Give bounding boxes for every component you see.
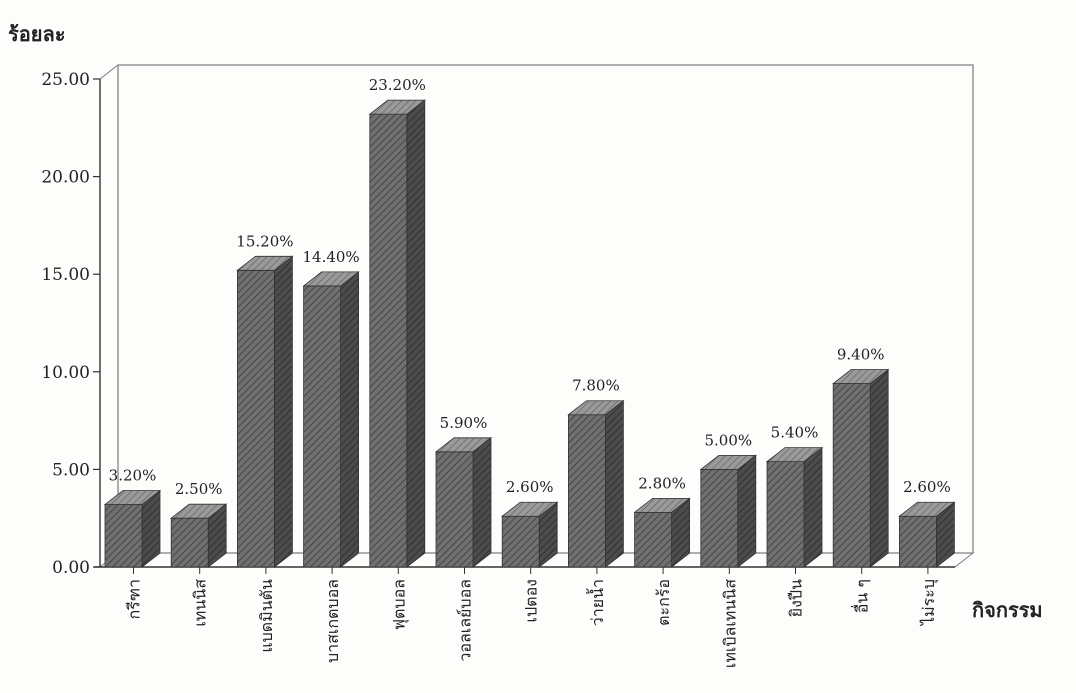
bars	[103, 99, 956, 568]
data-label: 7.80%	[572, 377, 620, 395]
bar-3	[236, 255, 294, 568]
x-axis-title: กิจกรรม	[972, 598, 1043, 622]
bar-7	[501, 501, 559, 568]
bar-front-face	[369, 113, 408, 568]
bar-front-face	[104, 504, 143, 568]
x-tick-label: แบดมินตัน	[257, 579, 276, 653]
bar-top-face	[434, 437, 493, 453]
y-tick-label: 0.00	[52, 558, 90, 578]
bar-10	[699, 454, 757, 568]
data-label: 2.80%	[638, 474, 686, 492]
bar-5	[368, 99, 426, 568]
bar-front-face	[501, 515, 540, 568]
data-label: 14.40%	[302, 248, 359, 266]
data-label: 9.40%	[837, 346, 885, 364]
bar-side-face	[737, 454, 757, 568]
data-label: 23.20%	[369, 76, 426, 94]
y-axis-title: ร้อยละ	[8, 22, 66, 46]
bar-top-face	[368, 99, 426, 115]
y-tick-label: 5.00	[52, 460, 90, 480]
bar-top-face	[236, 255, 294, 271]
x-tick-label: บาสเกตบอล	[323, 579, 342, 663]
bar-side-face	[274, 255, 293, 568]
bar-top-face	[699, 455, 757, 470]
data-label: 2.60%	[903, 478, 951, 496]
bar-top-face	[898, 501, 956, 517]
data-label: 2.60%	[506, 478, 554, 496]
bar-top-face	[765, 447, 824, 462]
x-tick-label: วอลเลย์บอล	[456, 579, 475, 662]
data-label: 2.50%	[175, 480, 223, 498]
y-tick-label: 10.00	[41, 363, 90, 383]
bar-4	[302, 271, 360, 568]
data-labels: 3.20% 2.50% 15.20% 14.40% 23.20% 5.90% 2.60% 7.…	[109, 76, 951, 498]
bar-front-face	[766, 461, 805, 568]
bar-9	[633, 497, 691, 568]
data-label: 5.00%	[704, 431, 752, 449]
x-tick-label: ฟุตบอล	[389, 579, 409, 630]
x-tick-label: ไม่ระบุ	[919, 579, 939, 627]
bar-front-face	[435, 451, 474, 568]
bar-1	[103, 489, 162, 568]
bar-6	[434, 437, 493, 568]
bar-11	[765, 446, 824, 568]
bar-front-face	[899, 515, 937, 568]
bar-side-face	[803, 446, 823, 568]
bar-top-face	[567, 400, 625, 416]
bar-top-face	[302, 271, 360, 287]
bar-front-face	[568, 414, 606, 568]
bar-side-face	[340, 271, 359, 568]
bar-front-face	[700, 468, 739, 568]
bar-12	[832, 368, 890, 568]
x-tick-label: อื่น ๆ	[851, 579, 872, 613]
y-tick-label: 25.00	[41, 70, 90, 90]
x-tick-label: ว่ายน้ำ	[586, 579, 607, 626]
data-label: 5.40%	[771, 424, 819, 442]
bar-top-face	[633, 497, 691, 513]
x-tick-label: กรีฑา	[125, 579, 144, 620]
y-tick-label: 20.00	[41, 168, 90, 188]
bar-side-face	[406, 99, 426, 568]
bar-side-face	[869, 368, 889, 568]
bar-top-face	[501, 501, 559, 517]
bar-front-face	[634, 511, 672, 568]
y-tick-label: 15.00	[41, 265, 90, 285]
bar-13	[898, 501, 956, 568]
bar-8	[567, 399, 625, 568]
x-tick-label: เทนนิส	[191, 579, 210, 627]
bar-front-face	[236, 269, 275, 568]
x-axis: กรีฑา เทนนิส แบดมินตัน บาสเกตบอล ฟุตบอล วอลเล…	[125, 567, 939, 668]
x-tick-label: เปตอง	[522, 579, 541, 622]
data-label: 5.90%	[440, 414, 488, 432]
bar-2	[170, 503, 228, 568]
bar-front-face	[303, 285, 342, 568]
bar-front-face	[170, 517, 209, 568]
data-label: 3.20%	[109, 467, 157, 485]
bar-side-face	[605, 399, 624, 568]
bar-top-face	[103, 490, 162, 505]
x-tick-label: ยิงปืน	[787, 579, 806, 617]
data-label: 15.20%	[236, 232, 293, 250]
left-wall-edge	[99, 64, 119, 80]
x-tick-label: ตะกร้อ	[654, 579, 673, 626]
bar-front-face	[832, 383, 871, 568]
bar-top-face	[170, 503, 228, 519]
bar-side-face	[472, 437, 492, 568]
bar-top-face	[832, 369, 890, 384]
x-tick-label: เทเบิลเทนนิส	[720, 579, 739, 668]
